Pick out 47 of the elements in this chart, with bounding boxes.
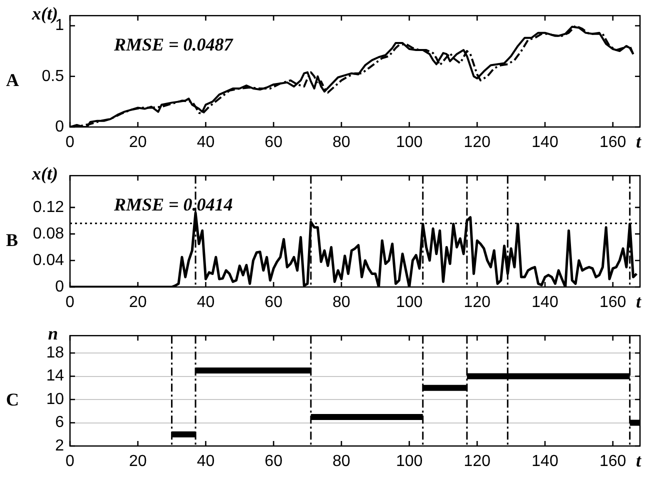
x-tick-label: 120 xyxy=(464,294,491,312)
x-tick-label: 140 xyxy=(532,453,558,470)
y-tick-label: 18 xyxy=(46,344,64,362)
x-tick-label: 160 xyxy=(600,294,626,312)
x-tick-label: 40 xyxy=(196,294,215,312)
y-tick-label: 0.04 xyxy=(32,252,64,269)
x-tick-label: 140 xyxy=(532,294,558,312)
x-tick-label: 60 xyxy=(264,453,283,470)
x-tick-label: 60 xyxy=(264,134,283,152)
x-tick-label: 100 xyxy=(396,294,423,312)
x-tick-label: 60 xyxy=(264,294,283,312)
x-tick-label: 160 xyxy=(600,453,626,470)
x-tick-label: 20 xyxy=(128,294,147,312)
y-axis-title: x(t) xyxy=(31,164,58,184)
x-tick-label: 100 xyxy=(396,134,423,152)
x-tick-label: 100 xyxy=(396,453,423,470)
x-tick-label: 160 xyxy=(600,134,626,152)
x-tick-label: 40 xyxy=(196,453,215,470)
x-tick-label: 80 xyxy=(332,134,350,152)
text: B xyxy=(6,230,18,250)
annotation: RMSE = 0.0414 xyxy=(113,194,233,214)
y-tick-label: 10 xyxy=(46,390,64,408)
y-tick-label: 1 xyxy=(55,17,64,34)
y-tick-label: 6 xyxy=(55,414,64,432)
text: C xyxy=(6,389,19,410)
x-tick-label: 40 xyxy=(196,134,215,152)
y-tick-label: 0.12 xyxy=(32,198,64,216)
x-tick-label: 80 xyxy=(332,453,350,470)
y-tick-label: 0 xyxy=(55,118,64,136)
x-axis-title: t xyxy=(636,292,642,312)
x-tick-label: 140 xyxy=(532,134,558,152)
x-axis-title: t xyxy=(636,132,642,152)
y-axis-title: x(t) xyxy=(31,4,58,24)
y-tick-label: 2 xyxy=(55,437,64,454)
y-tick-label: 14 xyxy=(46,368,64,385)
x-tick-label: 120 xyxy=(464,453,491,470)
x-tick-label: 20 xyxy=(128,134,147,152)
y-axis-title: n xyxy=(48,324,58,344)
x-axis-title: t xyxy=(636,450,642,471)
x-tick-label: 20 xyxy=(128,453,147,470)
annotation: RMSE = 0.0487 xyxy=(113,34,234,54)
x-tick-label: 80 xyxy=(332,294,350,312)
text: A xyxy=(6,70,19,90)
x-tick-label: 120 xyxy=(464,134,491,152)
y-tick-label: 0.08 xyxy=(32,225,64,242)
y-tick-label: 0.5 xyxy=(42,68,64,85)
y-tick-label: 0 xyxy=(55,278,64,296)
